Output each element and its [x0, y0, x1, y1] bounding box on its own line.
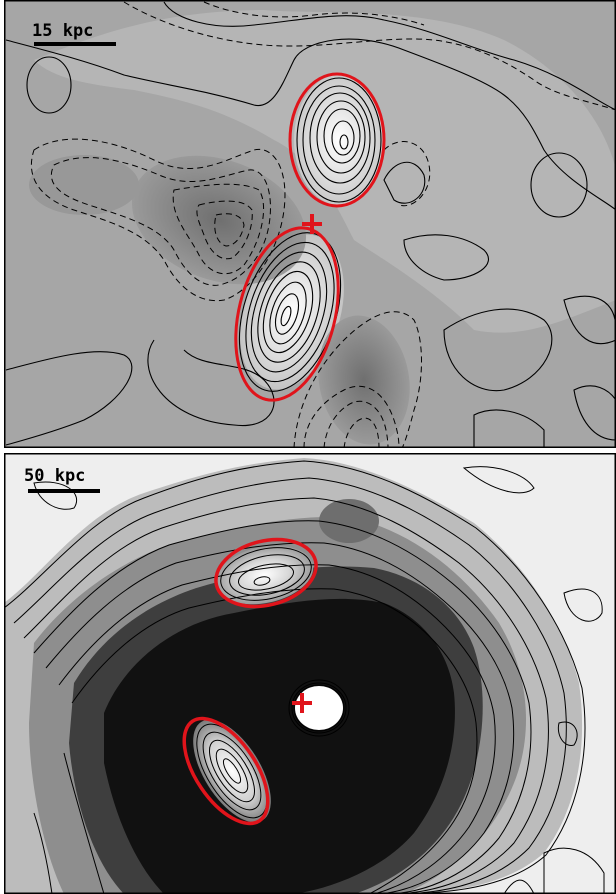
contours — [4, 460, 605, 894]
upper-bright-blob — [214, 545, 314, 605]
dark-region-bottom — [318, 315, 410, 445]
scale-label: 15 kpc — [32, 21, 93, 41]
dashed-contours — [30, 1, 616, 448]
bottom-panel-map: 50 kpc — [4, 453, 616, 894]
panel-frame — [4, 0, 616, 448]
lower-source-ellipse — [182, 716, 270, 826]
dark-region-far-left — [29, 155, 139, 215]
solid-contours — [5, 1, 616, 448]
upper-dark-spot — [319, 499, 379, 543]
scale-label: 50 kpc — [24, 466, 85, 486]
halo-core — [104, 598, 455, 894]
lower-bright-blob — [193, 719, 271, 823]
upper-source-ellipse — [214, 537, 318, 609]
top-panel-map: 15 kpc — [4, 0, 616, 448]
panel-frame — [4, 453, 616, 894]
center-cross-marker — [292, 693, 312, 713]
lower-source-ellipse — [234, 226, 340, 402]
center-cross-marker — [302, 214, 322, 234]
upper-source-ellipse — [288, 72, 386, 208]
top-panel: 15 kpc — [4, 0, 616, 448]
central-bright-core — [295, 686, 343, 730]
bottom-panel: 50 kpc — [4, 453, 616, 894]
